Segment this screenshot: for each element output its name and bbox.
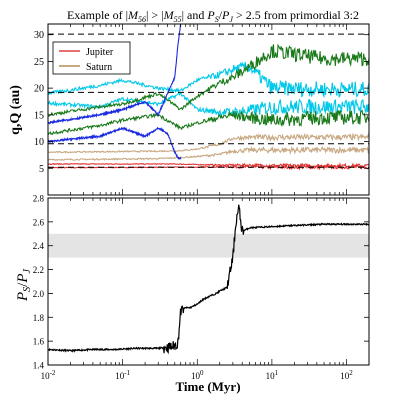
bottom-y-tick-label: 1.8 [33, 313, 45, 323]
chart-title: Example of |M56| > |M55| and PS/PJ > 2.5… [67, 8, 359, 24]
shaded-band [48, 233, 369, 258]
series-planet-3-perihelion-line [48, 109, 369, 136]
series-jupiter-aphelion-line [48, 161, 369, 170]
top-panel: 5 10 15 20 25 30 q,Q (au) Jupiter Saturn [8, 23, 370, 196]
x-tick-label: 100 [191, 369, 204, 381]
legend-label-saturn: Saturn [86, 62, 112, 73]
series-planet-3-aphelion-line [48, 43, 369, 117]
x-tick-label: 101 [266, 369, 279, 381]
bottom-y-tick-label: 2.4 [33, 241, 45, 251]
top-y-tick-label: 10 [34, 137, 44, 148]
series-saturn-perihelion-line [48, 145, 369, 162]
x-tick-label: 10-2 [41, 369, 56, 381]
bottom-y-tick-label: 2.2 [33, 265, 44, 275]
bottom-y-tick-label: 2.6 [33, 217, 45, 227]
series-saturn-aphelion-line [48, 132, 369, 154]
series-planet-2-perihelion-line [48, 92, 369, 118]
bottom-y-tick-label: 2.8 [33, 194, 45, 204]
legend: Jupiter Saturn [52, 41, 131, 75]
series-planet-4-aphelion-line [48, 24, 182, 125]
bottom-panel-frame [47, 197, 370, 366]
x-tick-label: 10-1 [115, 369, 130, 381]
series-planet-2-aphelion-line [48, 61, 369, 99]
top-y-tick-label: 15 [34, 110, 44, 121]
period-ratio-line [48, 204, 369, 355]
legend-label-jupiter: Jupiter [86, 47, 114, 58]
x-tick-label: 102 [340, 369, 353, 381]
bottom-panel: 1.4 1.6 1.8 2.0 2.2 2.4 2.6 2.8 10-2 10-1 100 101 1… [15, 194, 370, 394]
top-y-axis-label: q,Q (au) [8, 85, 23, 135]
top-y-tick-label: 5 [39, 164, 44, 175]
top-y-tick-label: 20 [34, 84, 44, 95]
series-planet-4-perihelion-line [48, 126, 182, 160]
bottom-y-tick-label: 1.6 [33, 337, 45, 347]
top-y-tick-label: 25 [34, 57, 44, 68]
legend-frame [52, 41, 131, 75]
top-panel-frame [47, 23, 370, 196]
bottom-y-axis-label: PS/PJ [15, 268, 33, 302]
top-y-tick-label: 30 [34, 30, 44, 41]
bottom-y-tick-label: 1.4 [33, 361, 45, 371]
bottom-y-tick-label: 2.0 [33, 289, 45, 299]
x-axis-label: Time (Myr) [175, 379, 240, 394]
